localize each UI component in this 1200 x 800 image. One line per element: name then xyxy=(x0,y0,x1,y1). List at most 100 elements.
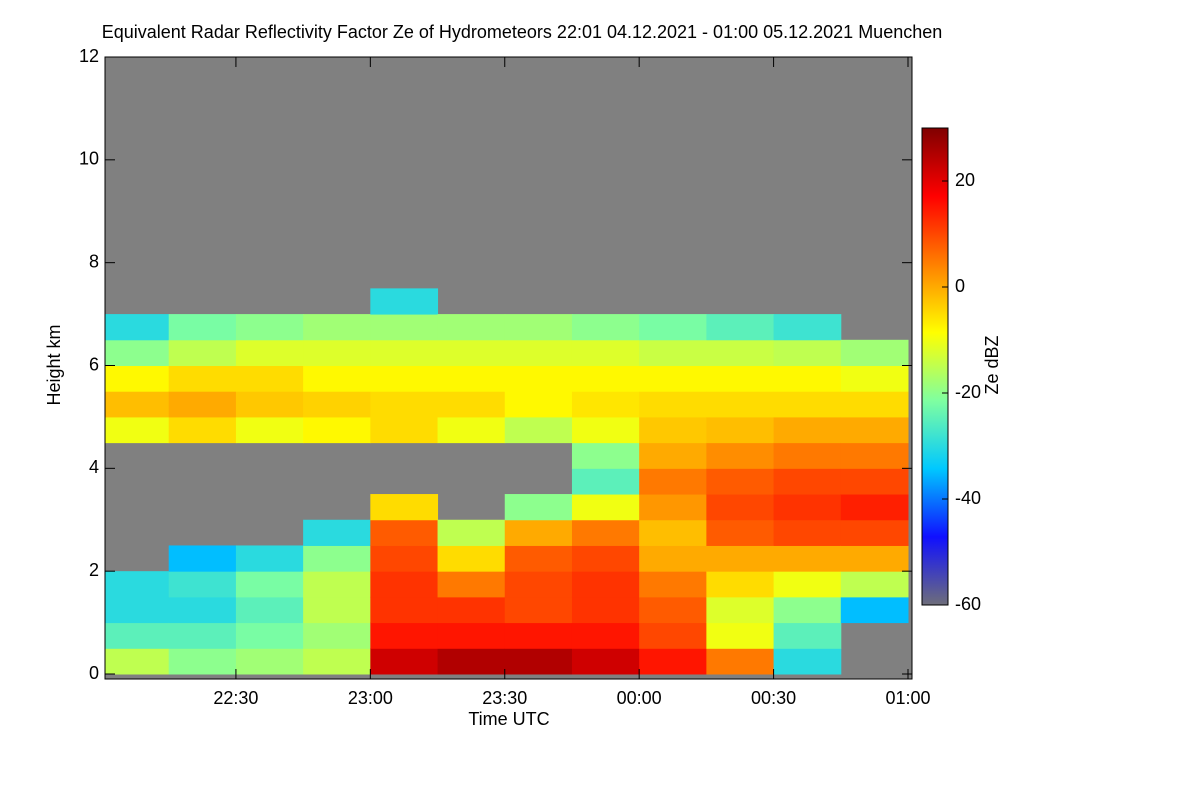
heatmap-cell xyxy=(773,648,842,675)
y-tick-label: 2 xyxy=(89,560,99,580)
heatmap-cell xyxy=(840,365,909,392)
heatmap-cell xyxy=(105,648,170,675)
heatmap-cell xyxy=(504,416,573,444)
heatmap-cell xyxy=(437,648,506,675)
heatmap-cell xyxy=(235,391,304,418)
x-tick-label: 00:30 xyxy=(751,688,796,708)
x-tick-label: 23:30 xyxy=(482,688,527,708)
heatmap-cell xyxy=(773,622,842,649)
heatmap-cell xyxy=(504,494,573,521)
heatmap-cell xyxy=(840,545,909,572)
heatmap-cell xyxy=(571,571,640,598)
heatmap-cell xyxy=(706,442,775,469)
x-tick-label: 22:30 xyxy=(213,688,258,708)
heatmap-cell xyxy=(639,442,707,469)
y-tick-label: 6 xyxy=(89,354,99,374)
heatmap-cell xyxy=(706,545,775,572)
heatmap-cell xyxy=(706,468,775,495)
heatmap-cell xyxy=(303,314,371,341)
x-tick-label: 23:00 xyxy=(348,688,393,708)
heatmap-cell xyxy=(840,519,909,546)
heatmap-cell xyxy=(105,622,170,649)
heatmap-cell xyxy=(504,545,573,572)
heatmap-cell xyxy=(370,416,439,444)
heatmap-cell xyxy=(437,365,506,392)
heatmap-cell xyxy=(639,314,707,341)
heatmap-cell xyxy=(235,545,304,572)
heatmap-cell xyxy=(168,596,237,624)
heatmap-cell xyxy=(639,416,707,444)
heatmap-cell xyxy=(168,391,237,418)
heatmap-cell xyxy=(105,571,170,598)
heatmap-cell xyxy=(571,596,640,624)
heatmap-cell xyxy=(437,571,506,598)
heatmap-cell xyxy=(168,365,237,392)
colorbar xyxy=(921,127,949,606)
heatmap-cell xyxy=(437,391,506,418)
heatmap-cell xyxy=(840,571,909,598)
heatmap-cell xyxy=(571,416,640,444)
heatmap-cell xyxy=(773,391,842,418)
y-tick-label: 4 xyxy=(89,457,99,477)
axes: 0 2 4 6 8 10 12 22:30 23:00 23:30 00:00 00:30 01:00 -… xyxy=(79,46,981,708)
heatmap-cell xyxy=(437,519,506,546)
plot-frame xyxy=(104,56,913,680)
heatmap-cell xyxy=(571,365,640,392)
heatmap-cell xyxy=(303,596,371,624)
heatmap-cell xyxy=(370,519,439,546)
heatmap-cell xyxy=(706,314,775,341)
heatmap-cell xyxy=(370,571,439,598)
heatmap-cell xyxy=(639,596,707,624)
colorbar-tick-label: -20 xyxy=(955,382,981,402)
heatmap-cell xyxy=(370,622,439,649)
heatmap-cell xyxy=(235,622,304,649)
heatmap-cell xyxy=(706,494,775,521)
heatmap-cell xyxy=(773,442,842,469)
heatmap-cell xyxy=(504,622,573,649)
heatmap-cell xyxy=(773,416,842,444)
heatmap-cell xyxy=(105,339,170,366)
heatmap-cell xyxy=(168,416,237,444)
heatmap-cell xyxy=(504,391,573,418)
heatmap-cell xyxy=(168,314,237,341)
heatmap-cell xyxy=(639,622,707,649)
heatmap-cell xyxy=(571,339,640,366)
x-tick-label: 01:00 xyxy=(885,688,930,708)
heatmap-cell xyxy=(437,416,506,444)
heatmap-cell xyxy=(773,571,842,598)
heatmap-cell xyxy=(706,648,775,675)
heatmap-cell xyxy=(639,571,707,598)
colorbar-tick-label: -60 xyxy=(955,594,981,614)
chart-title: Equivalent Radar Reflectivity Factor Ze … xyxy=(102,22,943,42)
heatmap-cell xyxy=(571,648,640,675)
heatmap-cell xyxy=(639,391,707,418)
heatmap-cell xyxy=(571,494,640,521)
heatmap-cell xyxy=(105,416,170,444)
heatmap-cell xyxy=(303,648,371,675)
heatmap-cell xyxy=(639,648,707,675)
heatmap-cell xyxy=(504,648,573,675)
heatmap-cell xyxy=(370,339,439,366)
heatmap-cell xyxy=(706,339,775,366)
heatmap-cell xyxy=(639,494,707,521)
heatmap-cell xyxy=(168,571,237,598)
heatmap-cell xyxy=(235,339,304,366)
heatmap-cell xyxy=(437,545,506,572)
heatmap-cell xyxy=(773,519,842,546)
heatmap-cell xyxy=(235,571,304,598)
heatmap-cell xyxy=(437,314,506,341)
heatmap-cell xyxy=(370,314,439,341)
heatmap-cell xyxy=(370,365,439,392)
heatmap-cell xyxy=(235,365,304,392)
heatmap-cell xyxy=(571,545,640,572)
heatmap-cell xyxy=(370,596,439,624)
heatmap-cell xyxy=(706,571,775,598)
heatmap-cell xyxy=(773,339,842,366)
colorbar-label: Ze dBZ xyxy=(982,335,1002,394)
heatmap-cell xyxy=(773,596,842,624)
heatmap-cell xyxy=(235,416,304,444)
heatmap-cell xyxy=(235,314,304,341)
heatmap-cell xyxy=(168,339,237,366)
heatmap-cell xyxy=(303,519,371,546)
heatmap-cell xyxy=(504,339,573,366)
